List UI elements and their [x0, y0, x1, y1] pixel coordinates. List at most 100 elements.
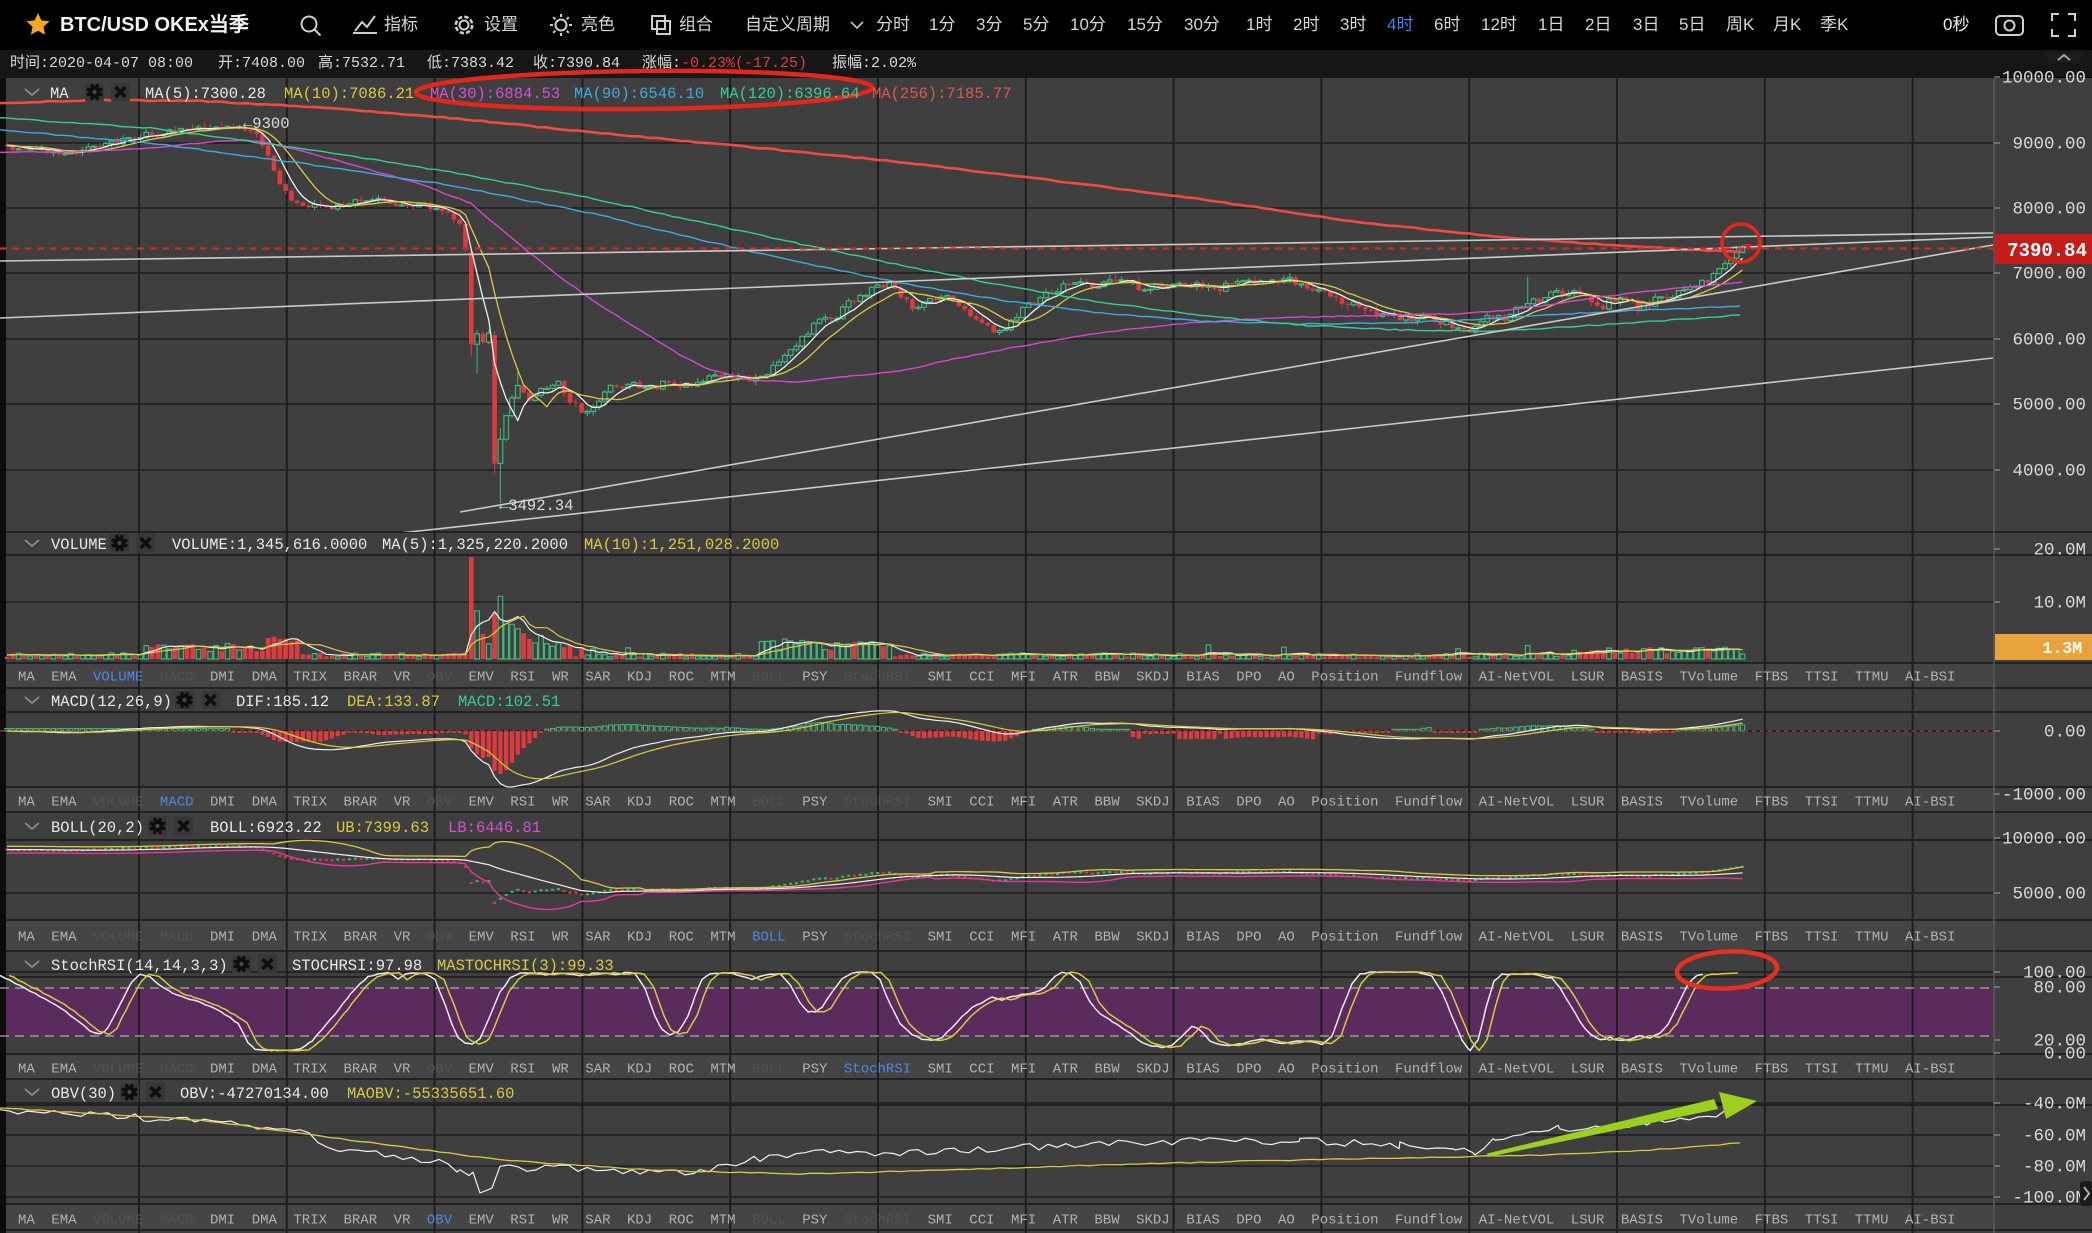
svg-text:DMI: DMI [210, 1213, 235, 1229]
svg-text:TVolume: TVolume [1679, 1062, 1738, 1078]
svg-text:OBV(30): OBV(30) [51, 1085, 116, 1103]
svg-text:BIAS: BIAS [1186, 1213, 1220, 1229]
svg-text:Fundflow: Fundflow [1395, 1213, 1463, 1229]
svg-text:PSY: PSY [802, 1062, 828, 1078]
svg-text:TTMU: TTMU [1855, 795, 1889, 811]
svg-text:VOLUME:1,345,616.0000: VOLUME:1,345,616.0000 [172, 536, 367, 554]
svg-text:KDJ: KDJ [627, 930, 652, 946]
svg-text:FTBS: FTBS [1755, 670, 1789, 686]
svg-text:EMA: EMA [51, 670, 77, 686]
svg-text:VR: VR [394, 670, 411, 686]
svg-text:ROC: ROC [669, 930, 694, 946]
svg-text:AI-BSI: AI-BSI [1905, 1213, 1955, 1229]
svg-text:StochRSI: StochRSI [844, 795, 911, 811]
svg-text:BOLL: BOLL [752, 1062, 786, 1078]
svg-text:-60.0M: -60.0M [2023, 1127, 2086, 1147]
svg-text:TVolume: TVolume [1679, 930, 1738, 946]
svg-text:Position: Position [1311, 930, 1378, 946]
svg-text:WR: WR [552, 1062, 569, 1078]
svg-text:SAR: SAR [585, 930, 611, 946]
svg-text:20.00: 20.00 [2033, 1032, 2086, 1052]
svg-text:Fundflow: Fundflow [1395, 930, 1463, 946]
svg-text:PSY: PSY [802, 1213, 828, 1229]
svg-text:LB:6446.81: LB:6446.81 [448, 819, 541, 837]
svg-text:10.0M: 10.0M [2033, 594, 2086, 614]
svg-text:MASTOCHRSI(3):99.33: MASTOCHRSI(3):99.33 [437, 957, 614, 975]
svg-text:TRIX: TRIX [293, 795, 327, 811]
svg-text:TTSI: TTSI [1805, 670, 1839, 686]
svg-text:BASIS: BASIS [1621, 670, 1663, 686]
svg-text:MA(90):6546.10: MA(90):6546.10 [574, 85, 704, 103]
svg-text:SKDJ: SKDJ [1136, 795, 1170, 811]
svg-text:BIAS: BIAS [1186, 795, 1220, 811]
svg-text:FTBS: FTBS [1755, 930, 1789, 946]
svg-text:OBV: OBV [427, 1213, 453, 1229]
svg-text:EMV: EMV [469, 930, 495, 946]
svg-text:SKDJ: SKDJ [1136, 1062, 1170, 1078]
svg-text:Fundflow: Fundflow [1395, 670, 1463, 686]
svg-text:SKDJ: SKDJ [1136, 930, 1170, 946]
svg-text:CCI: CCI [969, 795, 994, 811]
svg-text:MACD(12,26,9): MACD(12,26,9) [51, 693, 172, 711]
svg-text:KDJ: KDJ [627, 670, 652, 686]
svg-text:BASIS: BASIS [1621, 795, 1663, 811]
svg-text:SMI: SMI [928, 930, 953, 946]
svg-text:LSUR: LSUR [1571, 1213, 1605, 1229]
svg-text:PSY: PSY [802, 670, 828, 686]
svg-text:CCI: CCI [969, 1213, 994, 1229]
svg-text:BRAR: BRAR [344, 795, 378, 811]
svg-text:MA: MA [18, 670, 35, 686]
svg-text:ROC: ROC [669, 1213, 694, 1229]
svg-text:DIF:185.12: DIF:185.12 [236, 693, 329, 711]
svg-text:VOLUME: VOLUME [93, 1062, 143, 1078]
svg-text:AO: AO [1278, 795, 1295, 811]
svg-text:MFI: MFI [1011, 795, 1036, 811]
svg-text:CCI: CCI [969, 670, 994, 686]
svg-text:DPO: DPO [1236, 670, 1261, 686]
svg-text:BBW: BBW [1094, 795, 1120, 811]
svg-text:KDJ: KDJ [627, 1062, 652, 1078]
svg-text:OBV: OBV [427, 1062, 453, 1078]
svg-text:STOCHRSI:97.98: STOCHRSI:97.98 [292, 957, 422, 975]
svg-text:TTMU: TTMU [1855, 930, 1889, 946]
svg-text:SKDJ: SKDJ [1136, 1213, 1170, 1229]
svg-text:DMA: DMA [252, 1213, 278, 1229]
svg-text:WR: WR [552, 930, 569, 946]
svg-text:RSI: RSI [510, 795, 535, 811]
svg-text:0.00: 0.00 [2044, 723, 2086, 743]
svg-text:OBV:-47270134.00: OBV:-47270134.00 [180, 1085, 329, 1103]
svg-text:WR: WR [552, 1213, 569, 1229]
svg-text:WR: WR [552, 795, 569, 811]
svg-text:AI-NetVOL: AI-NetVOL [1479, 795, 1555, 811]
svg-text:MFI: MFI [1011, 670, 1036, 686]
svg-text:VOLUME: VOLUME [93, 795, 143, 811]
svg-text:-80.0M: -80.0M [2023, 1158, 2086, 1178]
svg-text:80.00: 80.00 [2033, 979, 2086, 999]
svg-text:AI-BSI: AI-BSI [1905, 795, 1955, 811]
svg-text:TTSI: TTSI [1805, 795, 1839, 811]
svg-text:BBW: BBW [1094, 670, 1120, 686]
svg-text:StochRSI: StochRSI [844, 930, 911, 946]
svg-text:BRAR: BRAR [344, 670, 378, 686]
svg-text:5000.00: 5000.00 [2012, 885, 2086, 905]
svg-text:MACD: MACD [160, 930, 194, 946]
svg-text:BASIS: BASIS [1621, 1213, 1663, 1229]
svg-text:ATR: ATR [1053, 795, 1079, 811]
svg-text:DMI: DMI [210, 670, 235, 686]
svg-text:BOLL: BOLL [752, 670, 786, 686]
svg-text:BRAR: BRAR [344, 930, 378, 946]
svg-text:RSI: RSI [510, 1062, 535, 1078]
svg-text:EMV: EMV [469, 1062, 495, 1078]
svg-text:BIAS: BIAS [1186, 930, 1220, 946]
svg-text:OBV: OBV [427, 930, 453, 946]
svg-text:PSY: PSY [802, 930, 828, 946]
svg-text:MA(5):1,325,220.2000: MA(5):1,325,220.2000 [382, 536, 568, 554]
svg-text:BBW: BBW [1094, 1213, 1120, 1229]
svg-text:MFI: MFI [1011, 930, 1036, 946]
svg-text:SAR: SAR [585, 1213, 611, 1229]
svg-text:MA(10):1,251,028.2000: MA(10):1,251,028.2000 [584, 536, 779, 554]
svg-text:MTM: MTM [710, 1062, 735, 1078]
svg-text:EMV: EMV [469, 670, 495, 686]
svg-text:LSUR: LSUR [1571, 795, 1605, 811]
svg-text:BASIS: BASIS [1621, 930, 1663, 946]
